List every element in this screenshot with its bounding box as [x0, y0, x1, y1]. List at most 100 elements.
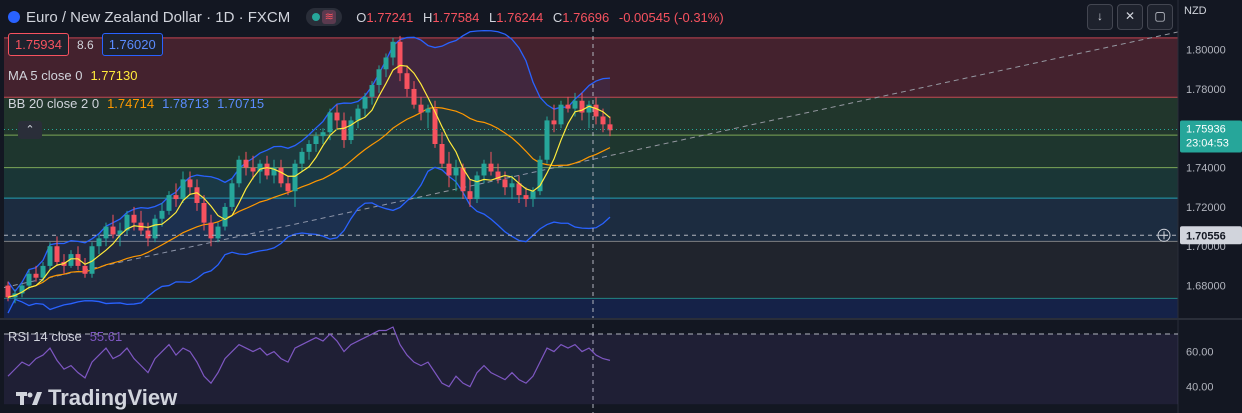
candle-body	[474, 175, 480, 200]
candle-body	[110, 226, 116, 235]
buy-button[interactable]: 1.76020	[101, 33, 163, 56]
candle-body	[509, 183, 515, 188]
price-tick-label: 1.72000	[1186, 202, 1226, 214]
candle-body	[19, 285, 25, 294]
rsi-band	[4, 334, 1178, 405]
candle-body	[145, 230, 151, 239]
candle-body	[362, 96, 368, 109]
candle-body	[488, 163, 494, 172]
candle-body	[348, 120, 354, 141]
candle-body	[26, 273, 32, 286]
candle-body	[439, 144, 445, 164]
candle-body	[320, 132, 326, 137]
bb-basis-line	[7, 106, 611, 298]
candle-body	[404, 73, 410, 89]
candle-body	[341, 120, 347, 141]
open-value: 1.77241	[366, 9, 414, 25]
candle-body	[383, 57, 389, 70]
zone-band	[4, 167, 1178, 199]
level-lines	[3, 31, 1179, 299]
candle-body	[467, 191, 473, 200]
candle-body	[432, 108, 438, 144]
bb-fill	[8, 30, 610, 314]
trendline	[3, 31, 1179, 289]
candle-body	[460, 167, 466, 192]
candle-body	[390, 41, 396, 58]
ma-legend[interactable]: MA 5 close 0 1.77130	[8, 68, 137, 83]
candle-body	[453, 167, 459, 176]
candle-body	[264, 163, 270, 176]
candle-body	[306, 144, 312, 152]
candle-body	[243, 159, 249, 168]
candle-body	[579, 100, 585, 113]
scroll-down-button[interactable]: ↓	[1087, 4, 1113, 30]
current-price-label: 1.75936	[1186, 124, 1226, 136]
chevron-up-icon: ⌃	[25, 124, 35, 136]
crosshair-price-badge	[1180, 226, 1242, 245]
candle-layer[interactable]	[5, 35, 613, 304]
candle-body	[516, 183, 522, 196]
rsi-label: RSI 14 close	[8, 329, 82, 344]
ma-value: 1.77130	[90, 68, 138, 83]
candle-body	[551, 120, 557, 125]
tradingview-logo[interactable]: TradingView	[16, 385, 177, 411]
fullscreen-button[interactable]: ▢	[1147, 4, 1173, 30]
collapse-button[interactable]: ✕	[1117, 4, 1143, 30]
zone-band	[4, 241, 1178, 299]
price-tick-label: 1.68000	[1186, 281, 1226, 293]
candle-body	[47, 246, 53, 266]
bb-legend[interactable]: BB 20 close 2 0 1.74714 1.78713 1.70715	[8, 96, 264, 111]
logo-text: TradingView	[48, 385, 178, 410]
candle-body	[82, 265, 88, 274]
arrow-down-icon: ↓	[1097, 9, 1103, 23]
candle-body	[334, 112, 340, 121]
candle-body	[215, 226, 221, 239]
candle-body	[54, 246, 60, 262]
candle-body	[208, 222, 214, 239]
rsi-legend[interactable]: RSI 14 close 55.61	[8, 329, 122, 344]
candle-body	[194, 187, 200, 203]
candle-body	[131, 214, 137, 223]
candle-body	[222, 206, 228, 227]
candle-body	[166, 195, 172, 211]
replay-icon: ≋	[322, 10, 337, 24]
bb-upper-line	[7, 29, 611, 293]
collapse-legend-button[interactable]: ⌃	[18, 121, 42, 139]
candle-body	[607, 124, 613, 131]
rsi-pane[interactable]: 60.00 40.00	[0, 318, 1242, 405]
close-value: 1.76696	[562, 9, 610, 25]
price-tick-label: 1.80000	[1186, 45, 1226, 57]
current-price-badge	[1180, 120, 1242, 153]
add-alert-icon	[1157, 228, 1171, 242]
countdown-label: 23:04:53	[1186, 138, 1229, 150]
candle-body	[250, 167, 256, 172]
candle-body	[103, 226, 109, 239]
candle-body	[313, 136, 319, 144]
candle-body	[187, 179, 193, 188]
ohlc-values: O1.77241 H1.77584 L1.76244 C1.76696 -0.0…	[356, 9, 724, 25]
price-axis[interactable]: 1.800001.780001.760001.740001.720001.700…	[1177, 0, 1242, 413]
candle-body	[600, 116, 606, 125]
candle-body	[68, 254, 74, 266]
rsi-line	[7, 326, 611, 388]
candle-body	[201, 202, 207, 223]
candle-body	[33, 273, 39, 278]
ma-line	[7, 64, 611, 298]
candle-body	[299, 151, 305, 164]
market-status[interactable]: ≋	[306, 8, 343, 26]
bb-lower-value: 1.70715	[217, 96, 265, 111]
candle-body	[117, 230, 123, 235]
candle-body	[586, 104, 592, 113]
price-tick-label: 1.78000	[1186, 84, 1226, 96]
candle-body	[236, 159, 242, 184]
overlay-layer	[4, 28, 1178, 413]
crosshair-price-label: 1.70556	[1186, 230, 1226, 242]
ma-label: MA 5 close 0	[8, 68, 83, 83]
sell-button[interactable]: 1.75934	[8, 33, 69, 56]
candle-body	[523, 195, 529, 200]
candle-body	[5, 285, 11, 298]
symbol-title[interactable]: Euro / New Zealand Dollar · 1D · FXCM	[26, 8, 291, 26]
rsi-value: 55.61	[89, 329, 123, 344]
currency-label[interactable]: NZD	[1184, 5, 1207, 17]
